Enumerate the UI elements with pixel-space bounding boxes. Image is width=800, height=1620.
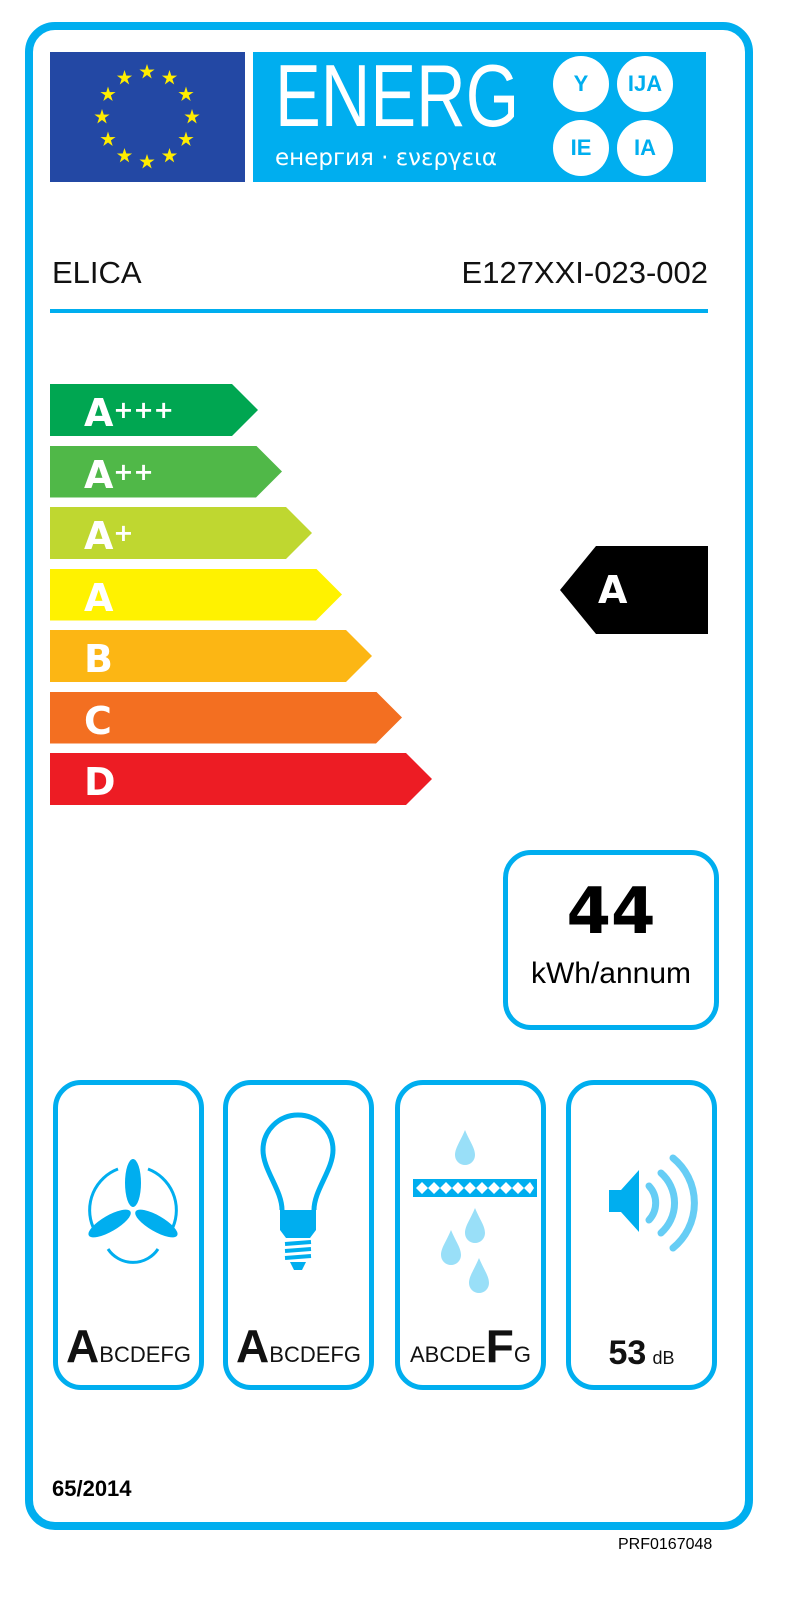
star-icon [178,86,194,101]
eu-flag-icon [50,52,245,182]
grease-filter-box: ABCDEFG [395,1080,546,1390]
energy-class-bar: A++ [50,446,282,498]
star-icon [161,70,178,85]
scale-rest: BCDEFG [99,1342,191,1367]
energy-subtitle: енергия · ενεργεια [275,145,498,171]
suffix-ija: IJA [617,56,673,112]
model-identifier: E127XXI-023-002 [461,255,708,290]
scale-before: ABCDE [409,1342,486,1367]
class-letter: A [84,391,114,435]
star-icon [116,70,133,85]
noise-unit: dB [652,1348,675,1368]
light-bulb-icon [260,1112,336,1270]
label-frame [25,22,753,1530]
energy-class-bar: A [50,569,342,621]
star-icon [184,109,200,124]
energy-class-bar: A+++ [50,384,258,436]
grease-class-scale: ABCDEFG [400,1319,541,1373]
class-plus: +++ [113,396,174,424]
suffix-ia: IA [617,120,673,176]
fluid-class: A [66,1320,100,1372]
regulation-number: 65/2014 [52,1476,132,1501]
star-icon [100,131,116,146]
class-letter: A [84,514,114,558]
consumption-box: 44 kWh/annum [503,850,719,1030]
grease-class: F [485,1320,514,1372]
speaker-icon [609,1154,698,1252]
noise-level: 53 dB [571,1334,712,1373]
class-letter: C [84,698,112,743]
suffix-y: Y [553,56,609,112]
class-letter: B [84,637,113,681]
energy-banner: ENERG енергия · ενεργεια Y IJA IE IA [253,52,706,182]
fluid-dynamic-box: ABCDEFG [53,1080,204,1390]
consumption-unit: kWh/annum [530,957,692,990]
reference-code: PRF0167048 [618,1536,713,1553]
noise-box: 53 dB [566,1080,717,1390]
scale-rest: BCDEFG [269,1342,361,1367]
consumption-value: 44 [566,875,656,949]
scale-rest: G [513,1342,532,1367]
energy-word: ENERG [275,46,520,145]
lighting-box: ABCDEFG [223,1080,374,1390]
star-icon [94,109,110,124]
class-letter: D [84,760,116,804]
noise-value: 53 [608,1334,647,1372]
star-icon [139,154,155,169]
class-plus: ++ [113,457,154,486]
star-icon [161,148,178,163]
lighting-class-scale: ABCDEFG [228,1319,369,1373]
energy-class-bar: A+ [50,507,312,559]
star-icon [100,86,116,101]
energy-class-bar: D [50,753,432,805]
energy-class-bar: B [50,630,372,682]
class-plus: + [113,519,134,547]
rating-indicator: A [560,546,708,634]
class-letter: A [84,575,114,620]
star-icon [139,64,155,79]
fan-icon [88,1159,178,1264]
lighting-class: A [236,1320,270,1372]
star-icon [178,131,194,146]
star-icon [116,148,133,163]
energy-class-bar: C [50,692,402,744]
class-letter: A [84,452,114,497]
suffix-ie: IE [553,120,609,176]
fluid-class-scale: ABCDEFG [58,1319,199,1373]
grease-filter-icon [413,1130,537,1293]
supplier-name: ELICA [52,255,142,290]
divider [50,309,708,313]
